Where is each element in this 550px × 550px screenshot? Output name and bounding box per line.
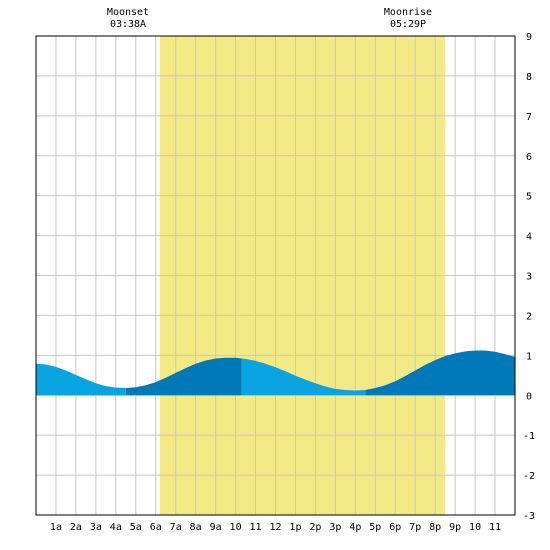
x-tick-label: 2a [70,522,82,533]
y-tick-label: 3 [526,272,532,283]
x-tick-label: 7a [170,522,182,533]
x-tick-label: 7p [409,522,421,533]
moon-event-label: Moonrise [384,7,432,18]
x-tick-label: 3a [90,522,102,533]
y-tick-label: 9 [526,32,532,43]
x-tick-label: 11 [250,522,262,533]
x-tick-label: 10 [469,522,481,533]
x-tick-label: 9a [210,522,222,533]
moon-event-time: 05:29P [390,19,426,30]
x-tick-label: 12 [269,522,281,533]
x-tick-label: 4p [349,522,361,533]
y-tick-label: 5 [526,192,532,203]
y-tick-label: -2 [523,471,535,482]
x-tick-label: 8a [190,522,202,533]
x-tick-label: 1a [50,522,62,533]
y-tick-label: 7 [526,112,532,123]
y-tick-label: -3 [523,511,535,522]
y-tick-label: 8 [526,72,532,83]
moon-event-time: 03:38A [110,19,146,30]
x-tick-label: 11 [489,522,501,533]
x-tick-label: 10 [230,522,242,533]
tide-area-rising [365,350,515,396]
plot-border [35,35,516,516]
x-tick-label: 6a [150,522,162,533]
y-tick-label: 2 [526,311,532,322]
x-tick-label: 6p [389,522,401,533]
x-tick-label: 1p [289,522,301,533]
moon-event-label: Moonset [107,7,149,18]
y-tick-label: 0 [526,391,532,402]
x-tick-label: 5p [369,522,381,533]
tide-area-falling [241,358,366,396]
y-tick-label: 4 [526,232,532,243]
x-tick-label: 2p [309,522,321,533]
y-tick-label: -1 [523,431,535,442]
x-tick-label: 9p [449,522,461,533]
x-tick-label: 4a [110,522,122,533]
x-tick-label: 8p [429,522,441,533]
x-tick-label: 5a [130,522,142,533]
tide-area-rising [125,357,242,396]
x-tick-label: 3p [329,522,341,533]
tide-area-falling [36,363,126,396]
y-tick-label: 1 [526,351,532,362]
y-tick-label: 6 [526,152,532,163]
